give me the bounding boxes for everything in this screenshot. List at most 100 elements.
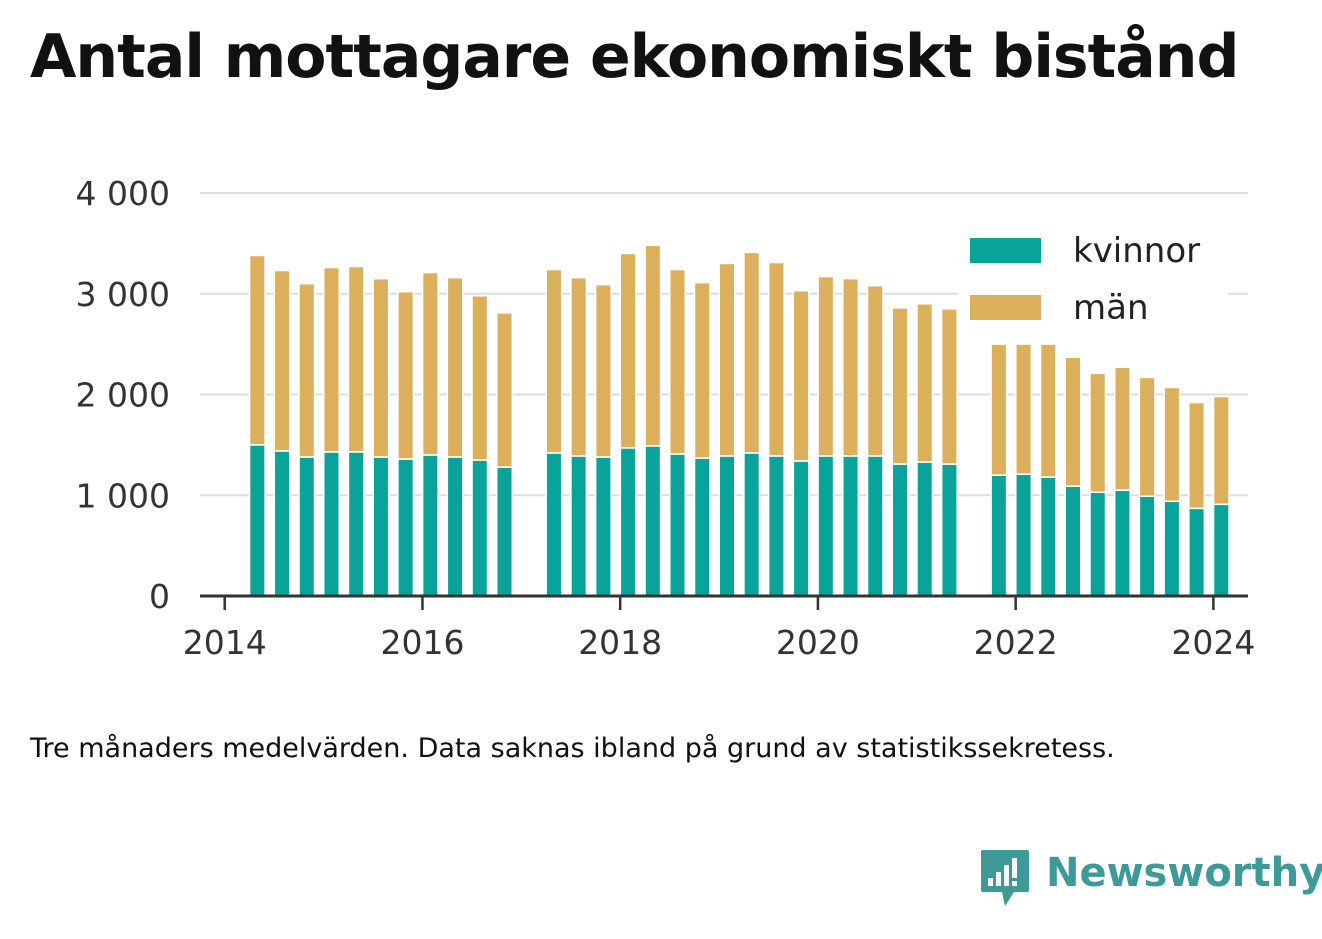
bar-man [273,269,291,452]
bar-man [471,295,489,461]
bar-man [1064,356,1082,487]
legend-label: kvinnor [1073,231,1200,271]
bar-kvinnor [817,455,835,597]
bar-man [767,261,785,457]
bar-man [421,271,439,456]
bar-man [1015,343,1033,475]
bar-man [248,254,266,446]
bar-kvinnor [273,450,291,597]
bar-kvinnor [669,453,687,597]
bar-man [1188,401,1206,510]
chart-caption: Tre månaders medelvärden. Data saknas ib… [30,733,1115,764]
x-tick-label: 2018 [578,623,662,662]
bar-man [1089,372,1107,493]
axes: 0 1 000 2 000 3 000 4 000 2014 2016 2018 2020 202… [76,174,1256,662]
bar-kvinnor [446,456,464,597]
bar-man [718,262,736,457]
bar-kvinnor [397,458,415,597]
bar-man [372,277,390,458]
legend: kvinnor män [958,222,1228,332]
y-tick-label: 2 000 [76,376,170,415]
x-tick-label: 2020 [776,623,860,662]
legend-label: män [1073,288,1149,328]
y-tick-label: 0 [149,577,170,616]
bar-man [570,276,588,457]
bar-man [743,251,761,454]
bar-man [1163,386,1181,503]
bar-kvinnor [298,456,316,597]
bar-kvinnor [421,454,439,597]
bar-kvinnor [1163,500,1181,597]
bar-kvinnor [1212,503,1230,597]
bar-kvinnor [866,455,884,597]
bar-kvinnor [940,463,958,597]
x-tick-label: 2024 [1171,623,1255,662]
bar-kvinnor [248,444,266,597]
bar-kvinnor [1138,495,1156,597]
bar-man [397,290,415,460]
bar-kvinnor [693,457,711,597]
bar-kvinnor [471,459,489,597]
bar-kvinnor [1188,507,1206,597]
brand-mark: Newsworthy [980,848,1322,910]
bar-man [990,343,1008,476]
bar-man [916,303,934,463]
bar-kvinnor [792,460,810,597]
bars [248,244,1230,597]
bar-man [1113,366,1131,491]
bar-man [792,289,810,462]
y-tick-label: 3 000 [76,275,170,314]
bar-man [446,276,464,458]
bar-man [891,307,909,465]
bar-kvinnor [594,456,612,597]
bar-man [347,265,365,453]
bar-kvinnor [496,466,514,597]
bar-man [545,268,563,454]
bar-kvinnor [347,451,365,597]
y-tick-label: 1 000 [76,476,170,515]
bar-kvinnor [1015,473,1033,597]
bar-man [866,284,884,457]
x-tick-label: 2022 [974,623,1058,662]
bar-man [496,312,514,468]
bar-kvinnor [1039,476,1057,597]
y-tick-label: 4 000 [76,174,170,213]
bar-kvinnor [916,461,934,597]
bar-man [594,283,612,458]
bar-kvinnor [1089,491,1107,597]
bar-kvinnor [767,455,785,597]
bar-kvinnor [842,455,860,597]
stacked-bar-chart: 0 1 000 2 000 3 000 4 000 2014 2016 2018 2020 202… [76,174,1256,662]
bar-man [842,277,860,457]
legend-swatch [970,238,1041,263]
brand-name: Newsworthy [1046,850,1322,896]
bar-man [322,266,340,453]
bar-kvinnor [891,463,909,597]
bar-kvinnor [743,452,761,597]
bar-kvinnor [545,452,563,597]
bar-man [644,244,662,447]
bar-man [669,268,687,455]
bar-man [940,308,958,465]
bar-man [298,282,316,458]
bar-kvinnor [322,451,340,597]
bar-kvinnor [718,455,736,597]
bar-kvinnor [372,456,390,597]
bar-kvinnor [990,474,1008,597]
bar-man [1039,343,1057,478]
bar-man [693,281,711,459]
x-tick-label: 2016 [380,623,464,662]
bar-man [1212,395,1230,506]
bar-man [619,252,637,449]
chart-title: Antal mottagare ekonomiskt bistånd [30,22,1239,92]
bar-kvinnor [1064,485,1082,597]
bar-kvinnor [619,447,637,597]
bar-kvinnor [570,455,588,597]
bar-kvinnor [644,445,662,597]
x-tick-label: 2014 [183,623,267,662]
newsworthy-logo-icon [981,850,1029,906]
bar-man [1138,376,1156,498]
bar-man [817,275,835,457]
bar-kvinnor [1113,489,1131,597]
legend-swatch [970,295,1041,320]
